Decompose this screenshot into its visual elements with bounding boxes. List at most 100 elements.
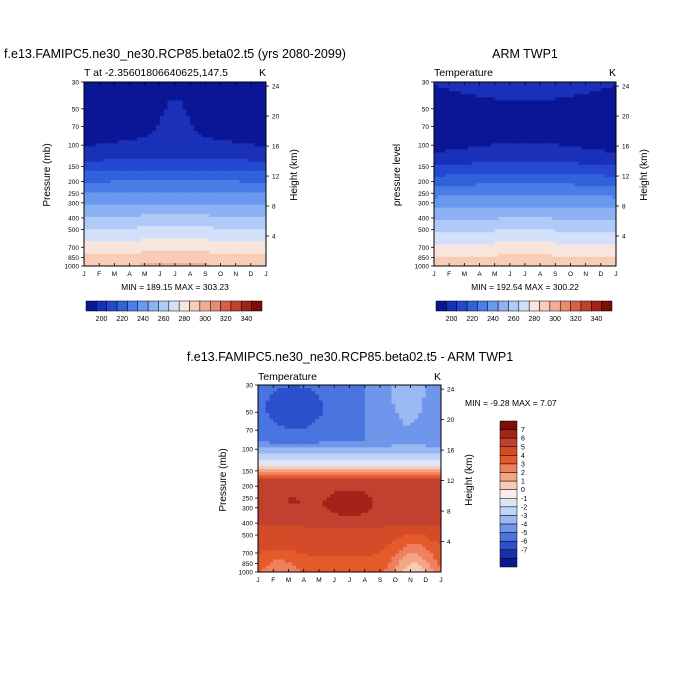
panel1-cell <box>197 220 202 224</box>
panel1-cell <box>110 216 115 221</box>
panel2-cell <box>593 186 598 190</box>
panel2-cell <box>585 183 590 187</box>
panel2-cell <box>608 161 613 166</box>
panel1-cell <box>167 155 172 160</box>
panel1-cell <box>216 210 221 215</box>
panel2-cell <box>490 82 496 86</box>
panel2-cell <box>528 88 533 92</box>
panel2-cell <box>612 174 617 178</box>
panel2-cell <box>513 158 518 163</box>
panel2-cell <box>502 183 507 187</box>
panel2-cell <box>608 180 613 184</box>
panel2-cell <box>517 201 522 206</box>
panel1-cell <box>190 94 195 98</box>
panel2-cell <box>490 164 496 169</box>
panel1-cell <box>216 238 221 242</box>
panel1-cell <box>178 189 183 193</box>
panel2-cell <box>494 155 499 160</box>
panel1-cell <box>133 195 138 199</box>
panel1-cell <box>133 82 138 86</box>
panel1-cell <box>140 183 146 187</box>
panel1-cell <box>99 241 104 245</box>
panel1-cell <box>186 232 191 236</box>
panel2-cell <box>589 183 594 187</box>
panel2-cell <box>483 88 488 92</box>
panel1-cell <box>258 229 263 233</box>
panel2-cell <box>570 146 575 150</box>
panel1-cell <box>129 103 134 107</box>
panel2-cell <box>562 85 568 89</box>
panel2-cell <box>566 174 571 178</box>
panel1-cell <box>197 256 202 261</box>
panel2-cell <box>452 189 458 193</box>
panel1-cell <box>178 152 183 156</box>
panel1-cell <box>125 216 130 221</box>
panel2-cell <box>483 91 488 95</box>
panel1-cell <box>247 124 252 129</box>
panel2-cell <box>585 201 590 206</box>
panel1-cell <box>201 94 206 98</box>
panel1-cell <box>228 140 233 144</box>
panel2-cell <box>547 115 552 120</box>
panel1-cell <box>231 149 237 153</box>
panel1-cell <box>212 155 218 160</box>
panel2-cell <box>449 195 454 199</box>
panel2-cell <box>612 140 617 144</box>
panel1-cell <box>125 124 130 129</box>
panel1-cell <box>118 112 123 117</box>
panel1-cell <box>178 149 183 153</box>
panel2-cell <box>452 164 458 169</box>
panel2-cell <box>506 121 511 126</box>
panel1-cell <box>144 152 149 156</box>
panel1-cell <box>114 186 119 190</box>
panel1-cell <box>250 115 256 120</box>
panel1-cell <box>121 192 127 196</box>
panel1-cell <box>220 170 225 175</box>
panel1-cell <box>220 259 225 264</box>
panel2-cell <box>498 192 503 196</box>
panel1-cell <box>137 213 142 218</box>
panel1-cell <box>235 174 240 178</box>
panel1-cell <box>231 131 237 135</box>
panel1-cell <box>133 146 138 150</box>
panel2-cell <box>502 177 507 181</box>
panel1-cell <box>235 213 240 218</box>
panel1-cell <box>148 241 153 245</box>
panel1-cell <box>133 186 138 190</box>
panel2-cell <box>494 137 499 141</box>
panel2-cell <box>502 204 507 209</box>
panel2-cell <box>487 106 492 110</box>
panel2-cell <box>509 207 515 212</box>
panel1-cell <box>250 241 256 245</box>
panel1-cell <box>152 170 157 175</box>
panel1-cell <box>84 158 89 163</box>
panel1-cell <box>163 97 168 101</box>
panel2-cell <box>559 198 564 202</box>
panel2-cell <box>566 177 571 181</box>
panel1-cell <box>254 94 259 98</box>
panel2-cell <box>464 124 469 129</box>
panel1-cell <box>193 207 199 212</box>
panel2-cell <box>551 143 556 147</box>
panel2-cell <box>559 189 564 193</box>
panel2-cell <box>540 118 545 123</box>
panel2-cell <box>441 106 446 110</box>
panel2-cell <box>551 164 556 169</box>
panel2-cell <box>449 106 454 110</box>
panel1-cell <box>95 183 100 187</box>
panel1-cell <box>247 149 252 153</box>
height-tick-label: 24 <box>272 84 280 91</box>
panel2-cell <box>604 137 609 141</box>
panel1-cell <box>205 201 210 206</box>
panel2-cell <box>532 106 537 110</box>
panel2-cell <box>543 112 549 117</box>
colorbar-swatch <box>178 300 190 312</box>
panel2-cell <box>452 88 458 92</box>
panel1-cell <box>212 121 218 126</box>
panel2-cell <box>475 161 480 166</box>
panel2-cell <box>494 82 499 86</box>
panel1-cell <box>99 140 104 144</box>
panel2-cell <box>562 112 568 117</box>
panel1-cell <box>175 247 180 252</box>
panel1-cell <box>182 146 187 150</box>
